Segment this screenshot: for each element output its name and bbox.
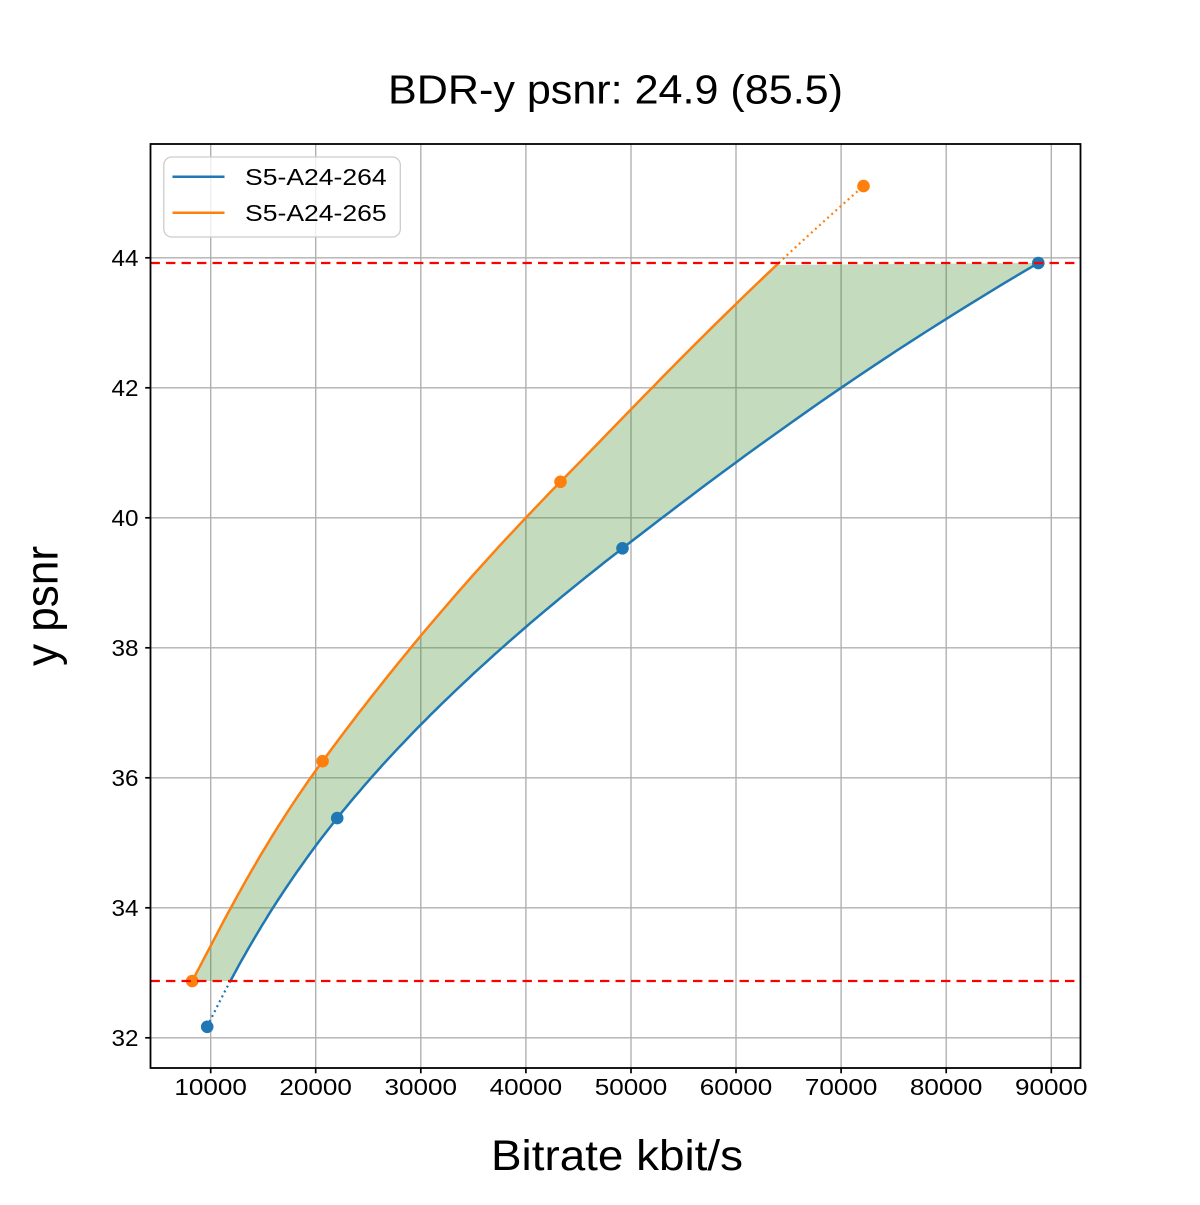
svg-text:44: 44: [112, 245, 139, 271]
svg-text:50000: 50000: [595, 1074, 668, 1100]
svg-text:40: 40: [112, 505, 139, 531]
svg-text:30000: 30000: [385, 1074, 458, 1100]
svg-text:Bitrate kbit/s: Bitrate kbit/s: [491, 1133, 743, 1180]
svg-text:90000: 90000: [1015, 1074, 1088, 1100]
svg-text:60000: 60000: [700, 1074, 773, 1100]
svg-text:y psnr: y psnr: [17, 546, 68, 666]
svg-text:BDR-y psnr: 24.9 (85.5): BDR-y psnr: 24.9 (85.5): [388, 67, 843, 113]
svg-text:36: 36: [112, 765, 139, 791]
svg-text:20000: 20000: [279, 1074, 352, 1100]
svg-text:42: 42: [112, 375, 139, 401]
svg-text:S5-A24-264: S5-A24-264: [245, 164, 387, 190]
svg-text:70000: 70000: [805, 1074, 878, 1100]
svg-text:80000: 80000: [910, 1074, 983, 1100]
svg-text:10000: 10000: [174, 1074, 247, 1100]
svg-text:34: 34: [112, 895, 139, 921]
svg-text:38: 38: [112, 635, 139, 661]
svg-text:32: 32: [112, 1025, 139, 1051]
svg-text:S5-A24-265: S5-A24-265: [245, 200, 387, 226]
svg-text:40000: 40000: [490, 1074, 563, 1100]
